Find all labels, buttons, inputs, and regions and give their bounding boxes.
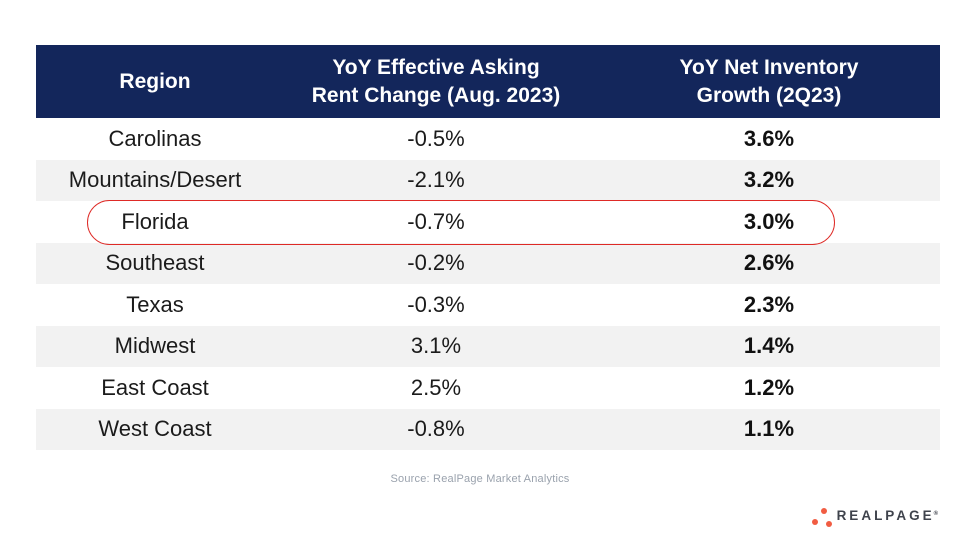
header-rent-change: YoY Effective Asking Rent Change (Aug. 2… bbox=[274, 45, 598, 118]
region-cell: Southeast bbox=[105, 250, 205, 276]
region-cell: Florida bbox=[121, 208, 189, 234]
rent-change-cell: -0.5% bbox=[407, 125, 465, 151]
rent-change-cell: -2.1% bbox=[407, 167, 465, 193]
rent-change-cell: -0.8% bbox=[407, 416, 465, 442]
region-cell: Texas bbox=[126, 291, 184, 317]
inventory-growth-cell: 1.2% bbox=[743, 374, 795, 400]
region-cell: Midwest bbox=[114, 333, 196, 359]
region-cell: Mountains/Desert bbox=[68, 167, 242, 193]
header-region-label: Region bbox=[119, 69, 191, 93]
header-inventory-growth-line2: Growth (2Q23) bbox=[696, 83, 842, 107]
table-row-texas: Texas -0.3% 2.3% bbox=[36, 284, 940, 326]
rent-change-cell: 2.5% bbox=[410, 374, 462, 400]
inventory-growth-cell: 1.1% bbox=[743, 416, 795, 442]
table-row-midwest: Midwest 3.1% 1.4% bbox=[36, 325, 940, 367]
table-header-row: Region YoY Effective Asking Rent Change … bbox=[36, 45, 940, 118]
source-caption: Source: RealPage Market Analytics bbox=[390, 473, 570, 485]
regional-data-table: Region YoY Effective Asking Rent Change … bbox=[36, 45, 940, 450]
region-cell: West Coast bbox=[98, 416, 212, 442]
table-row-east-coast: East Coast 2.5% 1.2% bbox=[36, 367, 940, 409]
header-rent-change-line2: Rent Change (Aug. 2023) bbox=[311, 83, 561, 107]
header-inventory-growth-line1: YoY Net Inventory bbox=[679, 55, 859, 79]
table-row-florida: Florida -0.7% 3.0% bbox=[36, 201, 940, 243]
inventory-growth-cell: 3.0% bbox=[743, 208, 795, 234]
inventory-growth-cell: 2.3% bbox=[743, 291, 795, 317]
table-row-carolinas: Carolinas -0.5% 3.6% bbox=[36, 118, 940, 160]
inventory-growth-cell: 3.2% bbox=[743, 167, 795, 193]
region-cell: East Coast bbox=[101, 374, 209, 400]
realpage-dots-icon bbox=[811, 503, 833, 528]
table-row-mountains-desert: Mountains/Desert -2.1% 3.2% bbox=[36, 159, 940, 201]
rent-change-cell: -0.2% bbox=[407, 250, 465, 276]
inventory-growth-cell: 3.6% bbox=[743, 125, 795, 151]
header-inventory-growth: YoY Net Inventory Growth (2Q23) bbox=[598, 45, 940, 118]
table-row-west-coast: West Coast -0.8% 1.1% bbox=[36, 408, 940, 450]
region-cell: Carolinas bbox=[108, 125, 202, 151]
inventory-growth-cell: 2.6% bbox=[743, 250, 795, 276]
header-region: Region bbox=[36, 45, 274, 118]
header-rent-change-line1: YoY Effective Asking bbox=[332, 55, 540, 79]
rent-change-cell: 3.1% bbox=[410, 333, 462, 359]
rent-change-cell: -0.7% bbox=[407, 208, 465, 234]
trademark-symbol: ® bbox=[933, 510, 938, 517]
realpage-logo-text: REALPAGE bbox=[836, 508, 935, 523]
inventory-growth-cell: 1.4% bbox=[743, 333, 795, 359]
realpage-logo: REALPAGE ® bbox=[811, 503, 939, 528]
rent-change-cell: -0.3% bbox=[407, 291, 465, 317]
table-row-southeast: Southeast -0.2% 2.6% bbox=[36, 242, 940, 284]
